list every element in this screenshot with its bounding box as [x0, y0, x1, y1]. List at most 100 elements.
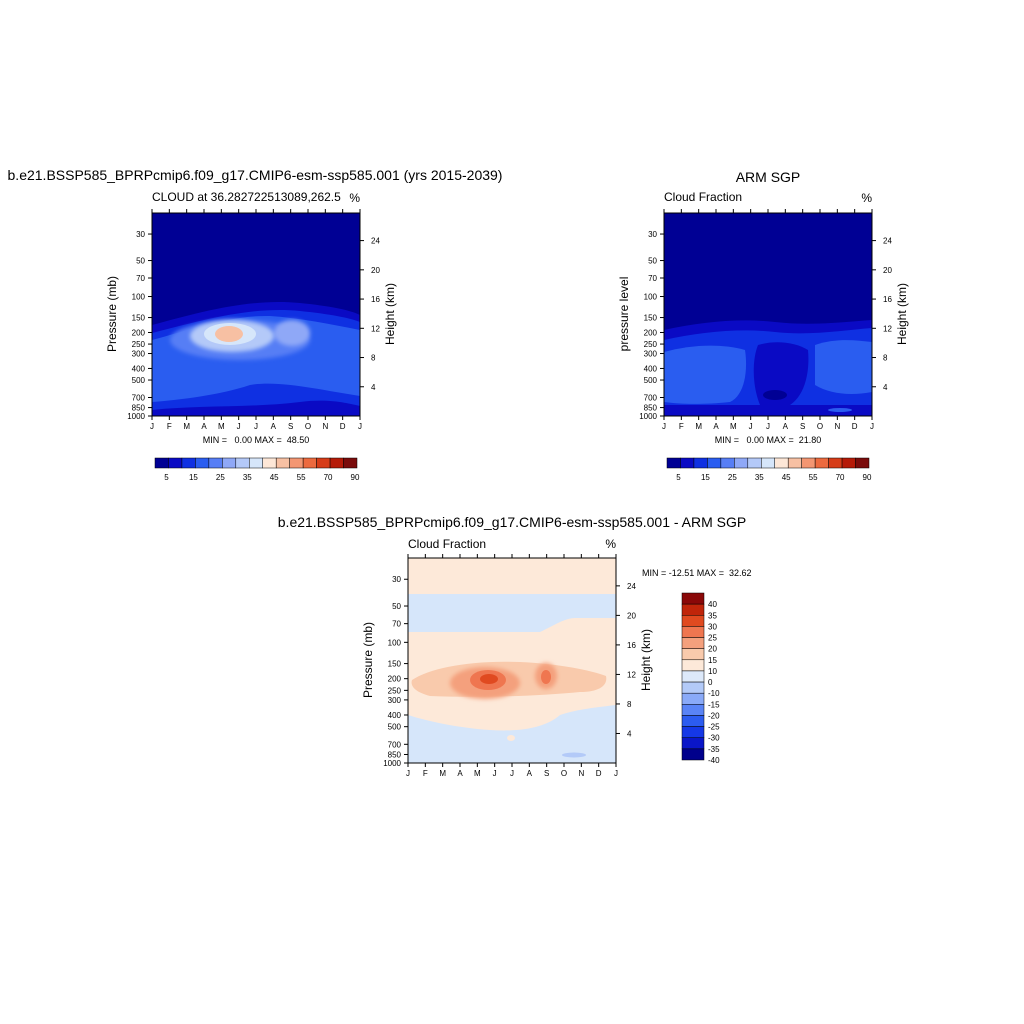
colorbar-swatch — [681, 692, 705, 705]
panel-model-contours — [152, 213, 360, 416]
colorbar-swatch — [681, 615, 705, 627]
colorbar-label: 55 — [297, 473, 306, 482]
colorbar-label: 70 — [324, 473, 333, 482]
y-tick-label: 300 — [132, 350, 146, 359]
panel-diff-colorbar: 40 35 30 25 20 15 10 0 -10 -15 -20 -25 -30 -35 -40 — [681, 592, 720, 765]
colorbar-label: 15 — [189, 473, 198, 482]
colorbar-swatch — [841, 457, 856, 469]
y-tick-label: 850 — [644, 404, 658, 413]
x-tick-label: D — [340, 422, 346, 431]
height-tick-label: 16 — [883, 295, 892, 304]
height-tick-label: 8 — [371, 354, 376, 363]
colorbar-label: 20 — [708, 645, 717, 654]
colorbar-label: -10 — [708, 689, 720, 698]
colorbar-label: 45 — [782, 473, 791, 482]
y-tick-label: 200 — [644, 328, 658, 337]
contour-small-positive — [507, 735, 515, 741]
colorbar-label: 35 — [708, 611, 717, 620]
x-tick-label: F — [423, 769, 428, 778]
x-tick-label: J — [237, 422, 241, 431]
y-tick-label: 50 — [648, 257, 657, 266]
height-tick-label: 4 — [627, 729, 632, 738]
x-tick-label: M — [439, 769, 446, 778]
colorbar-swatch — [289, 457, 304, 469]
y-tick-label: 50 — [136, 257, 145, 266]
colorbar-swatch — [681, 659, 705, 672]
colorbar-swatch — [734, 457, 749, 469]
colorbar-label: -20 — [708, 711, 720, 720]
colorbar-swatch — [707, 457, 722, 469]
colorbar-swatch — [747, 457, 762, 469]
contour-summer-low-cloud — [763, 390, 787, 400]
contour-summer-minimum — [753, 342, 809, 405]
height-tick-label: 20 — [627, 611, 636, 620]
colorbar-swatch — [681, 603, 705, 616]
colorbar-swatch — [681, 748, 705, 761]
panel-obs-units: % — [861, 191, 872, 205]
colorbar-swatch — [681, 726, 705, 738]
x-tick-label: J — [510, 769, 514, 778]
x-tick-label: J — [493, 769, 497, 778]
y-tick-label: 150 — [644, 314, 658, 323]
contour-level-45-50 — [215, 326, 243, 342]
colorbar-swatch — [316, 457, 331, 469]
panel-diff-subtitle: Cloud Fraction — [408, 537, 486, 551]
colorbar-label: 35 — [755, 473, 764, 482]
y-tick-label: 700 — [388, 740, 402, 749]
colorbar-swatch — [681, 592, 705, 605]
x-tick-label: F — [167, 422, 172, 431]
colorbar-swatch — [814, 457, 829, 469]
x-tick-label: M — [474, 769, 481, 778]
panel-obs-cloud: ARM SGP Cloud Fraction % J F M A M J J A S O N D J 30… — [617, 169, 909, 482]
colorbar-label: 15 — [708, 656, 717, 665]
colorbar-swatch — [249, 457, 263, 469]
x-tick-label: N — [322, 422, 328, 431]
colorbar-swatch — [208, 457, 223, 469]
y-tick-label: 30 — [648, 230, 657, 239]
contour-september-core — [541, 670, 551, 684]
y-tick-label: 200 — [388, 675, 402, 684]
panel-model-subtitle: CLOUD at 36.282722513089,262.5 — [152, 190, 341, 204]
x-tick-label: A — [271, 422, 277, 431]
panel-diff-min-max: MIN = -12.51 MAX = 32.62 — [642, 568, 752, 578]
contour-negative-patch — [562, 752, 586, 758]
colorbar-swatch — [275, 457, 290, 469]
colorbar-swatch — [787, 457, 802, 469]
colorbar-swatch — [774, 457, 789, 469]
x-tick-label: F — [679, 422, 684, 431]
colorbar-label: -25 — [708, 723, 720, 732]
colorbar-swatch — [681, 670, 705, 683]
panel-obs-contours — [664, 213, 872, 416]
colorbar-swatch — [681, 637, 705, 649]
colorbar-swatch — [761, 457, 775, 469]
y-tick-label: 300 — [388, 696, 402, 705]
height-tick-label: 24 — [627, 582, 636, 591]
colorbar-swatch — [222, 457, 237, 469]
colorbar-swatch — [693, 457, 708, 469]
colorbar-swatch — [195, 457, 210, 469]
contour-level-15-20-autumn — [815, 340, 872, 394]
colorbar-label: 0 — [708, 678, 713, 687]
height-tick-label: 8 — [883, 354, 888, 363]
x-tick-label: J — [766, 422, 770, 431]
contour-stratosphere-positive — [408, 558, 616, 594]
y-tick-label: 1000 — [639, 412, 657, 421]
colorbar-label: 90 — [351, 473, 360, 482]
y-tick-label: 400 — [644, 364, 658, 373]
x-tick-label: O — [817, 422, 823, 431]
panel-model-ylabel-right: Height (km) — [383, 283, 397, 345]
height-tick-label: 12 — [371, 324, 380, 333]
height-tick-label: 24 — [371, 237, 380, 246]
colorbar-swatch — [681, 681, 705, 694]
panel-diff-ylabel: Pressure (mb) — [361, 622, 375, 698]
colorbar-label: -40 — [708, 756, 720, 765]
colorbar-swatch — [855, 457, 870, 469]
panel-diff-contours — [408, 558, 616, 763]
y-tick-label: 50 — [392, 602, 401, 611]
y-tick-label: 500 — [388, 723, 402, 732]
y-tick-label: 70 — [392, 620, 401, 629]
colorbar-swatch — [681, 704, 705, 716]
panel-obs-title: ARM SGP — [736, 169, 801, 185]
y-tick-label: 70 — [648, 274, 657, 283]
